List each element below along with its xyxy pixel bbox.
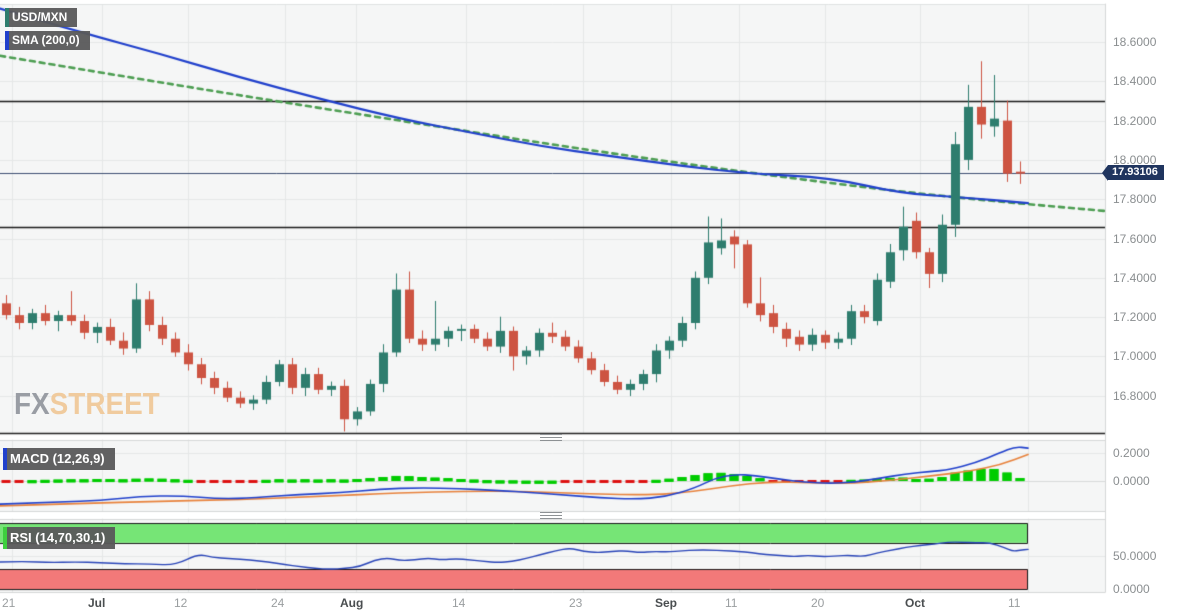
time-axis-label: 23 [569,596,583,610]
symbol-series-color-bar [5,8,9,27]
price-axis-label: 18.0000 [1113,152,1157,167]
sma-label: SMA (200,0) [12,33,80,47]
last-price-badge: 17.93106 [1108,165,1164,180]
macd-axis-label: 0.0000 [1113,474,1150,488]
macd-series-color-bar [3,448,7,470]
time-axis-label: 14 [452,596,466,610]
time-axis-label: 21 [2,596,16,610]
watermark-fx: FX [14,386,50,421]
time-axis-label: Oct [905,596,926,610]
price-axis-label: 17.6000 [1113,231,1157,246]
time-axis-label: 11 [1008,596,1021,610]
macd-legend-badge[interactable]: MACD (12,26,9) [3,448,115,470]
time-axis-label: 20 [811,596,825,610]
price-axis-label: 17.0000 [1113,349,1157,364]
watermark-street: STREET [49,386,160,421]
rsi-label: RSI (14,70,30,1) [10,530,106,545]
macd-label: MACD (12,26,9) [10,451,105,466]
rsi-legend-badge[interactable]: RSI (14,70,30,1) [3,527,116,549]
rsi-axis-label: 0.0000 [1113,582,1150,596]
rsi-axis-label: 50.0000 [1113,549,1157,563]
price-axis-label: 17.4000 [1113,270,1157,285]
panel-resize-handle-rsi[interactable] [540,512,562,519]
time-axis-label: Jul [88,596,106,610]
price-axis-label: 17.8000 [1113,192,1157,207]
time-axis-label: 11 [725,596,738,610]
symbol-legend-badge[interactable]: USD/MXN [5,8,78,27]
sma-legend-badge[interactable]: SMA (200,0) [5,31,90,50]
time-axis-label: 12 [174,596,188,610]
sma-series-color-bar [5,31,9,50]
time-axis-label: 24 [271,596,285,610]
rsi-series-color-bar [3,527,7,549]
fxstreet-watermark: FXSTREET [14,386,160,422]
macd-axis-label: 0.2000 [1113,446,1150,460]
price-axis-label: 16.8000 [1113,388,1157,403]
price-axis-label: 18.2000 [1113,113,1157,128]
price-axis-label: 18.4000 [1113,74,1157,89]
panel-resize-handle-macd[interactable] [540,434,562,441]
symbol-label: USD/MXN [12,10,68,24]
time-axis-label: Aug [340,596,364,610]
price-axis-label: 17.2000 [1113,310,1157,325]
time-axis-label: Sep [655,596,678,610]
price-axis-label: 18.6000 [1113,35,1157,49]
